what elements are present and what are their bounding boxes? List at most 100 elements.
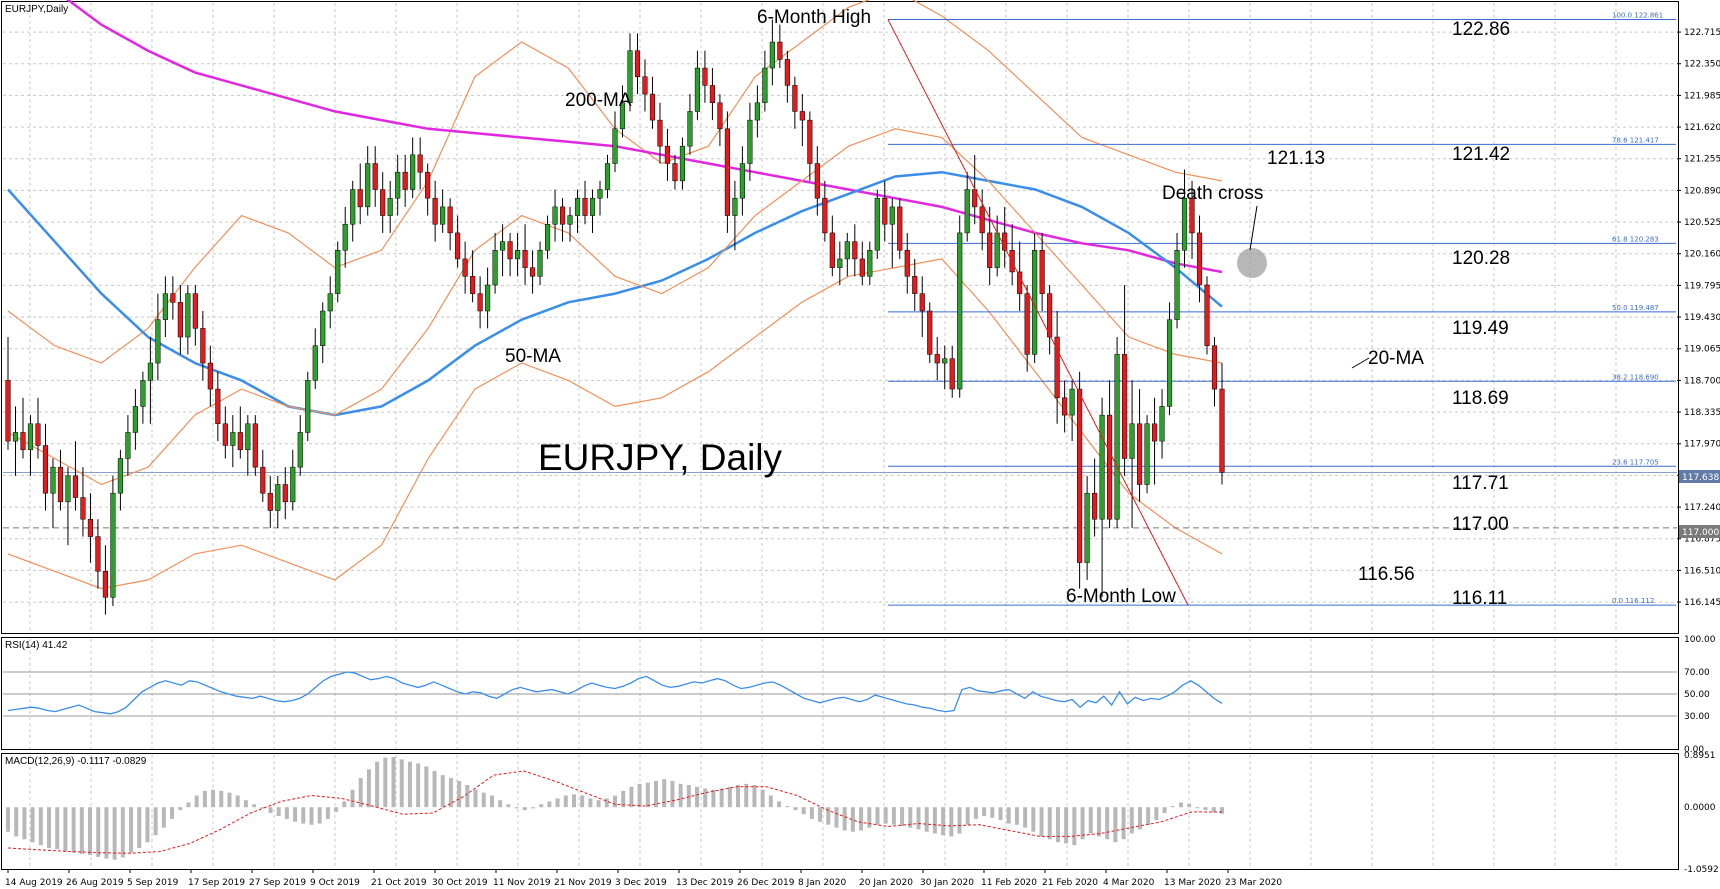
macd-histogram-bar [1187, 803, 1192, 808]
macd-histogram-bar [965, 807, 970, 825]
candle-bull [297, 432, 303, 468]
macd-histogram-bar [571, 794, 576, 808]
candle-bear [357, 189, 363, 208]
macd-histogram-bar [1211, 807, 1216, 813]
macd-histogram-bar [1047, 807, 1052, 840]
level-label-121-42: 121.42 [1452, 144, 1510, 165]
ma-line-20-ma [7, 128, 1223, 486]
macd-histogram-bar [900, 807, 905, 826]
macd-histogram-bar [990, 807, 995, 818]
candle-bull [889, 206, 895, 225]
candle-bull [230, 432, 236, 446]
level-label-117-71: 117.71 [1452, 473, 1509, 494]
candle-bull [762, 67, 768, 104]
macd-histogram-bar [137, 807, 142, 849]
annotation-50-ma: 50-MA [505, 346, 561, 367]
macd-histogram-bar [194, 795, 199, 808]
macd-histogram-bar [678, 783, 683, 808]
fib-level-tag: 38.2 118.690 [1612, 373, 1659, 381]
annotation-death-cross: Death cross [1162, 183, 1263, 204]
candle-bull [589, 197, 596, 216]
macd-histogram-bar [489, 795, 494, 808]
macd-histogram-bar [317, 807, 322, 824]
candle-bull [117, 458, 123, 494]
candle-bear [1196, 232, 1203, 286]
macd-histogram-bar [1023, 807, 1028, 828]
candle-bull [1069, 388, 1075, 416]
price-tick-label: 122.350 [1684, 60, 1720, 70]
annotation-200-ma: 200-MA [565, 90, 632, 111]
candle-bull [312, 345, 318, 381]
macd-histogram-bar [604, 798, 609, 808]
date-tick-label: 26 Dec 2019 [737, 878, 795, 888]
price-tick-label: 118.335 [1684, 408, 1720, 418]
candle-bear [1219, 388, 1225, 473]
macd-histogram-bar [399, 759, 404, 808]
price-tick-label: 121.255 [1684, 155, 1720, 165]
macd-histogram-bar [941, 807, 946, 836]
candle-bear [177, 302, 183, 338]
macd-histogram-bar [129, 807, 134, 853]
price-tick-label: 119.065 [1684, 345, 1720, 355]
macd-histogram-bar [1170, 806, 1175, 808]
candle-bear [215, 388, 221, 425]
bollinger-lower-line [7, 258, 1223, 590]
window-title: EURJPY,Daily [5, 4, 68, 15]
candle-bull [957, 232, 963, 390]
candle-bull [305, 380, 311, 433]
macd-histogram-bar [358, 778, 363, 808]
macd-histogram-bar [834, 807, 839, 828]
price-tick-label: 121.985 [1684, 91, 1720, 101]
candle-bear [1077, 388, 1083, 563]
candle-bull [155, 319, 161, 364]
macd-tick-label: -1.0592 [1684, 865, 1719, 875]
candle-bull [597, 189, 603, 199]
candle-bull [552, 206, 558, 225]
candle-bull [492, 250, 498, 286]
macd-histogram-bar [621, 790, 626, 808]
macd-histogram-bar [30, 807, 35, 843]
date-tick-label: 9 Oct 2019 [310, 878, 360, 888]
candle-bull [844, 241, 850, 260]
date-tick-label: 23 Mar 2020 [1225, 878, 1282, 888]
candle-bear [777, 41, 783, 60]
ma20-pointer [1351, 357, 1370, 369]
price-tick-label: 120.525 [1684, 218, 1720, 228]
macd-histogram-bar [473, 789, 478, 808]
macd-histogram-bar [104, 807, 109, 859]
price-tick-label: 117.970 [1684, 440, 1720, 450]
rsi-tick-label: 70.00 [1684, 668, 1710, 678]
macd-histogram-bar [785, 806, 790, 808]
level-label-116-56: 116.56 [1358, 564, 1415, 585]
macd-histogram-bar [826, 807, 831, 825]
price-tick-label: 117.240 [1684, 503, 1720, 513]
macd-histogram-bar [481, 792, 486, 808]
price-tick-label: 116.875 [1684, 535, 1720, 545]
candle-bear [72, 475, 79, 498]
candle-bear [664, 145, 671, 164]
macd-histogram-bar [243, 800, 248, 808]
macd-histogram-bar [22, 807, 27, 840]
candle-bear [814, 163, 820, 199]
candle-bull [110, 492, 116, 598]
candle-bull [350, 189, 356, 225]
macd-histogram-bar [342, 801, 347, 808]
fibonacci-levels: 100.0 122.861 78.6 121.417 61.8 120.283 50.… [3, 11, 1677, 606]
macd-tick-label: 0.8951 [1684, 751, 1716, 761]
macd-histogram-bar [14, 807, 19, 837]
macd-histogram-bar [744, 783, 749, 808]
macd-histogram-bar [736, 785, 741, 808]
candle-bull [485, 284, 491, 312]
macd-histogram-bar [1113, 807, 1118, 843]
candle-bear [432, 197, 438, 225]
candle-bull [769, 41, 775, 69]
macd-histogram-bar [1121, 807, 1126, 840]
macd-histogram-bar [202, 790, 207, 808]
candle-bull [754, 102, 760, 121]
macd-histogram-bar [1220, 807, 1224, 814]
macd-histogram-bar [686, 785, 691, 808]
macd-histogram-bar [563, 795, 568, 808]
macd-histogram-bar [153, 807, 158, 836]
candle-bear [709, 85, 715, 104]
candle-bull [1084, 492, 1090, 563]
